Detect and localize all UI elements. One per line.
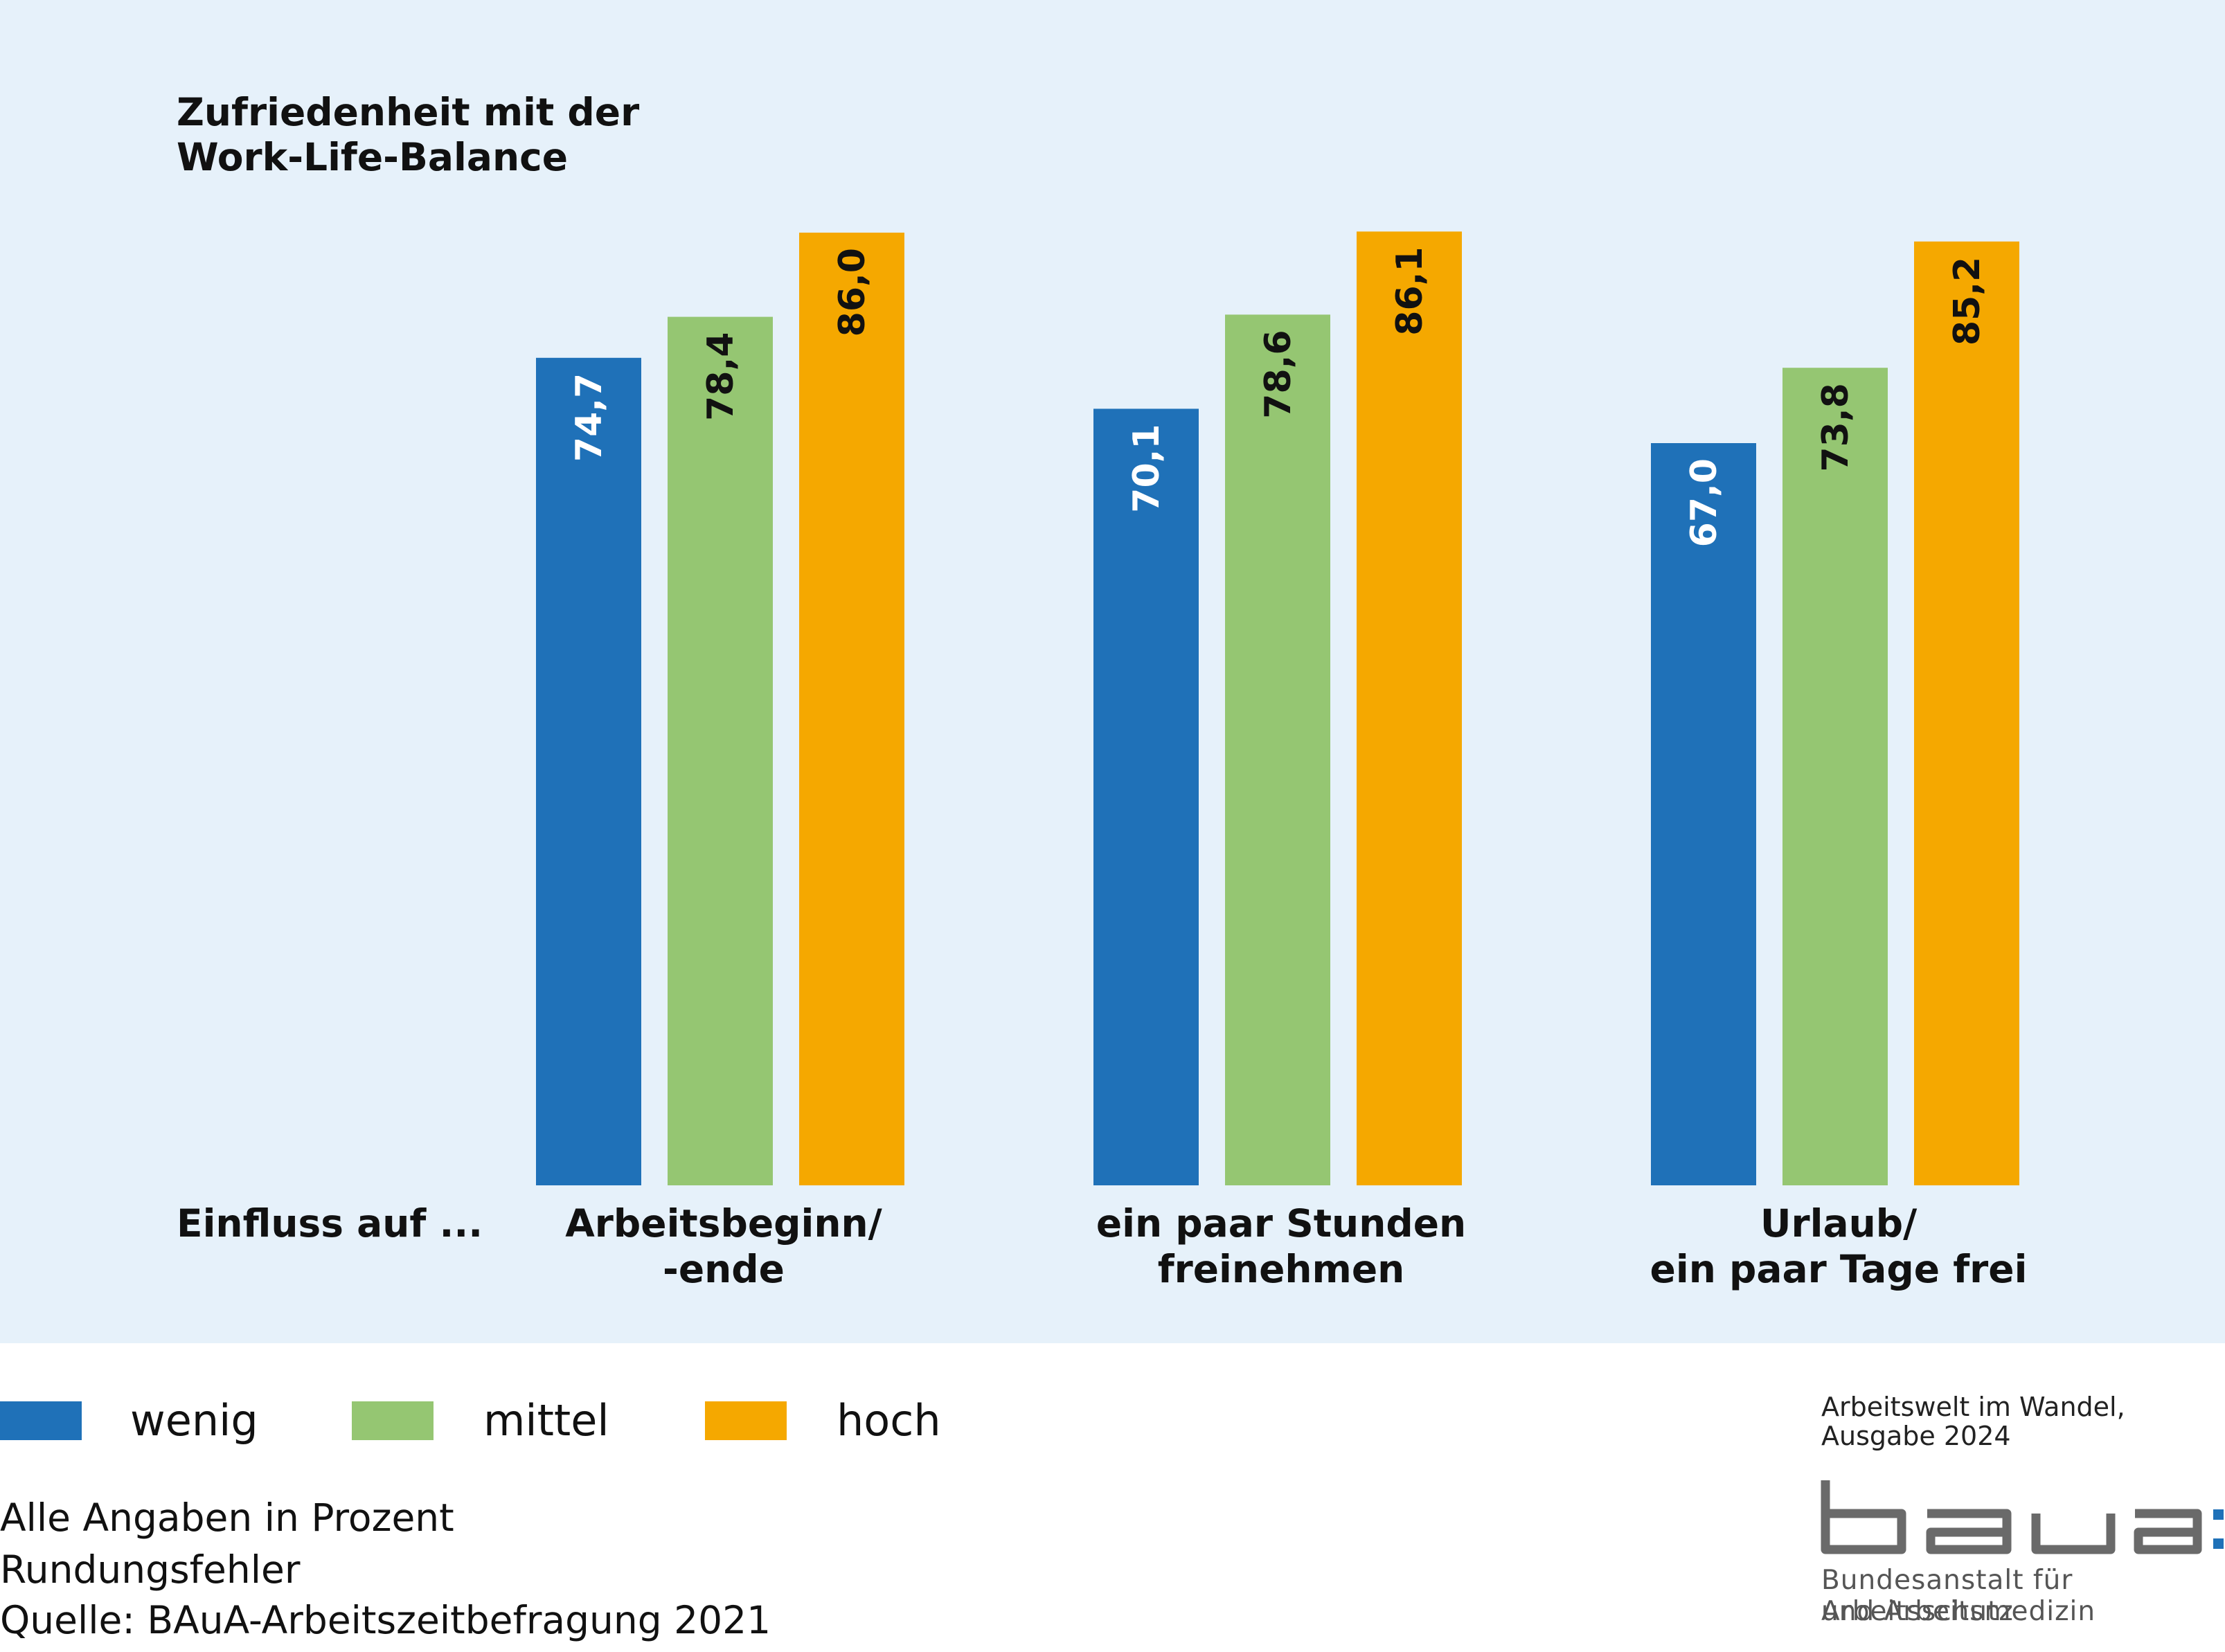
bar-mittel-2 <box>1225 314 1330 1185</box>
data-label-mittel-1: 78,4 <box>700 332 742 421</box>
category-label-3: Urlaub/ ein paar Tage frei <box>1596 1201 2081 1292</box>
bar-mittel-3 <box>1782 368 1888 1186</box>
bar-mittel-1 <box>668 316 773 1186</box>
baua-logo <box>1821 1480 2224 1554</box>
category-label-2: ein paar Stunden freinehmen <box>1039 1201 1523 1292</box>
legend-swatch-hoch <box>705 1401 787 1440</box>
legend-swatch-mittel <box>352 1401 434 1440</box>
category-label-3-line-1: Urlaub/ <box>1760 1201 1918 1246</box>
data-label-wenig-3: 67,0 <box>1683 458 1725 547</box>
category-label-2-line-1: ein paar Stunden <box>1096 1201 1467 1246</box>
institution-line-1: Bundesanstalt für Arbeitsschutz <box>1821 1565 2073 1627</box>
category-label-1: Arbeitsbeginn/ -ende <box>481 1201 966 1292</box>
logo-dot-lower <box>2213 1538 2224 1549</box>
chart-title-line-2: Work-Life-Balance <box>177 135 569 179</box>
data-label-mittel-3: 73,8 <box>1815 383 1857 472</box>
data-label-wenig-2: 70,1 <box>1126 424 1168 512</box>
bar-hoch-1 <box>799 233 904 1185</box>
data-label-mittel-2: 78,6 <box>1258 330 1299 418</box>
data-label-hoch-3: 85,2 <box>1947 257 1988 345</box>
chart-title-line-1: Zufriedenheit mit der <box>177 90 640 134</box>
legend-swatch-wenig <box>0 1401 82 1440</box>
category-label-2-line-2: freinehmen <box>1157 1247 1405 1291</box>
legend-label-wenig: wenig <box>130 1395 258 1446</box>
logo-dot-upper <box>2213 1509 2224 1520</box>
x-axis-label: Einfluss auf ... <box>177 1201 483 1246</box>
note-source: Quelle: BAuA-Arbeitszeitbefragung 2021 <box>0 1598 771 1642</box>
bar-hoch-3 <box>1914 241 2019 1185</box>
data-label-wenig-1: 74,7 <box>569 373 610 462</box>
note-rounding: Rundungsfehler <box>0 1547 301 1592</box>
bar-wenig-2 <box>1093 408 1199 1185</box>
bar-wenig-1 <box>536 357 641 1185</box>
bar-hoch-2 <box>1357 231 1462 1185</box>
legend-label-mittel: mittel <box>483 1395 609 1446</box>
category-label-1-line-1: Arbeitsbeginn/ <box>565 1201 882 1246</box>
publication-line-1: Arbeitswelt im Wandel, <box>1821 1392 2125 1422</box>
category-label-3-line-2: ein paar Tage frei <box>1650 1247 2028 1291</box>
category-label-1-line-2: -ende <box>663 1247 785 1291</box>
institution-line-2: und Arbeitsmedizin <box>1821 1596 2096 1627</box>
data-label-hoch-1: 86,0 <box>832 248 873 336</box>
data-label-hoch-2: 86,1 <box>1389 246 1431 335</box>
legend-label-hoch: hoch <box>837 1395 941 1446</box>
note-units: Alle Angaben in Prozent <box>0 1496 454 1540</box>
bar-wenig-3 <box>1651 443 1756 1185</box>
publication-line-2: Ausgabe 2024 <box>1821 1421 2011 1451</box>
bar-chart: 74,7 78,4 86,0 70,1 78,6 86,1 67,0 73,8 85,2 <box>536 231 2019 1186</box>
